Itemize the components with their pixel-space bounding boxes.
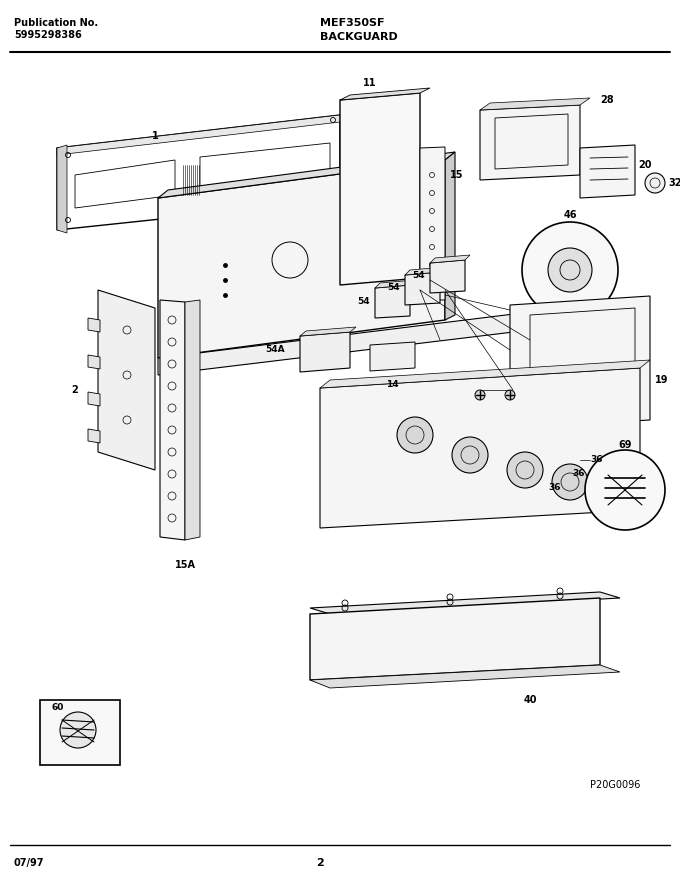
Text: 36: 36 — [572, 468, 585, 477]
Polygon shape — [57, 115, 340, 155]
Circle shape — [522, 222, 618, 318]
Polygon shape — [88, 392, 100, 406]
Polygon shape — [375, 280, 415, 288]
Polygon shape — [480, 98, 590, 110]
Polygon shape — [580, 145, 635, 198]
Circle shape — [507, 452, 543, 488]
Circle shape — [452, 437, 488, 473]
Text: 60: 60 — [52, 704, 65, 713]
Text: 15: 15 — [450, 170, 464, 180]
Text: 40: 40 — [523, 695, 537, 705]
Polygon shape — [310, 598, 600, 680]
Text: MEF350SF: MEF350SF — [320, 18, 384, 28]
Polygon shape — [430, 260, 465, 293]
Bar — [40, 700, 120, 765]
Text: 20: 20 — [638, 160, 651, 170]
Polygon shape — [320, 368, 640, 528]
Text: 07/97: 07/97 — [14, 858, 44, 868]
Text: 54: 54 — [387, 283, 400, 293]
Polygon shape — [320, 360, 650, 388]
Polygon shape — [310, 592, 620, 614]
Text: Publication No.: Publication No. — [14, 18, 98, 28]
Polygon shape — [98, 290, 155, 470]
Text: 2: 2 — [71, 385, 78, 395]
Polygon shape — [430, 255, 470, 263]
Text: 36: 36 — [590, 455, 602, 465]
Text: 36: 36 — [548, 483, 560, 492]
Circle shape — [645, 173, 665, 193]
Circle shape — [585, 450, 665, 530]
Text: 15A: 15A — [175, 560, 196, 570]
Circle shape — [552, 464, 588, 500]
Polygon shape — [510, 296, 650, 428]
Polygon shape — [185, 300, 200, 540]
Polygon shape — [57, 145, 67, 233]
Text: 14: 14 — [386, 380, 398, 389]
Circle shape — [505, 390, 515, 400]
Text: 11: 11 — [363, 78, 377, 88]
Polygon shape — [88, 355, 100, 369]
Text: 54: 54 — [357, 296, 370, 305]
Circle shape — [475, 390, 485, 400]
Text: 19: 19 — [655, 375, 668, 385]
Text: 5995298386: 5995298386 — [14, 30, 82, 40]
Polygon shape — [480, 105, 580, 180]
Polygon shape — [160, 300, 185, 540]
Text: 1: 1 — [152, 131, 158, 141]
Polygon shape — [405, 272, 440, 305]
Polygon shape — [375, 285, 410, 318]
Polygon shape — [340, 93, 420, 285]
Polygon shape — [420, 147, 445, 300]
Polygon shape — [405, 267, 445, 275]
Text: 54: 54 — [412, 272, 424, 280]
Text: 32: 32 — [668, 178, 680, 188]
Circle shape — [397, 417, 433, 453]
Polygon shape — [88, 318, 100, 332]
Polygon shape — [370, 342, 415, 371]
Polygon shape — [158, 152, 455, 198]
Text: P20G0096: P20G0096 — [590, 780, 640, 790]
Text: 28: 28 — [600, 95, 613, 105]
Polygon shape — [340, 88, 430, 100]
Polygon shape — [310, 665, 620, 688]
Circle shape — [548, 248, 592, 292]
Text: 54A: 54A — [265, 346, 285, 355]
Text: BACKGUARD: BACKGUARD — [320, 32, 398, 42]
Text: 2: 2 — [316, 858, 324, 868]
Text: 69: 69 — [618, 440, 632, 450]
Polygon shape — [88, 429, 100, 443]
Polygon shape — [300, 327, 356, 336]
Polygon shape — [158, 312, 530, 375]
Polygon shape — [445, 152, 455, 320]
Circle shape — [60, 712, 96, 748]
Polygon shape — [300, 332, 350, 372]
Text: 46: 46 — [563, 210, 577, 220]
Polygon shape — [158, 160, 445, 358]
